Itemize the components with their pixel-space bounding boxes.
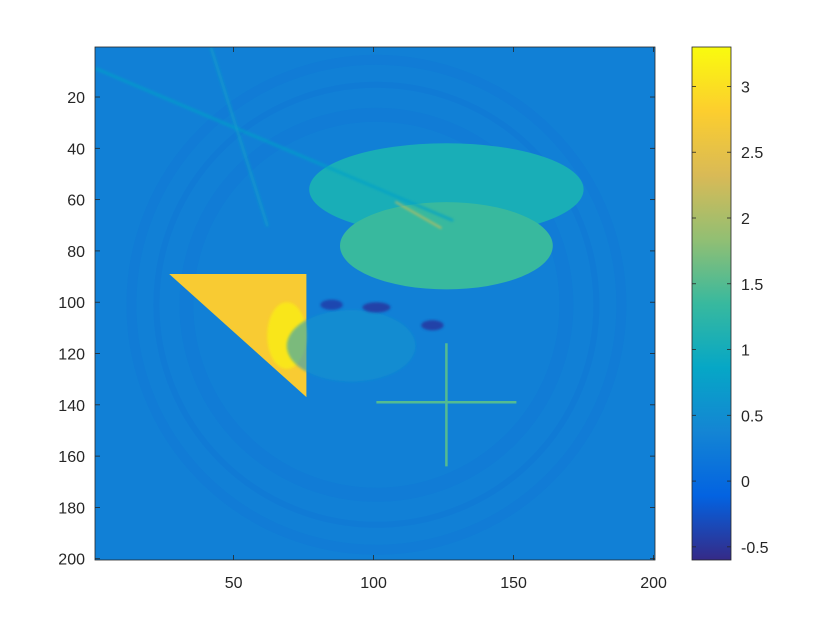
y-tick-label: 180 [58,500,85,517]
steep-streak [209,47,269,227]
y-tick-label: 80 [67,244,85,261]
x-axis: 50 100 150 200 [225,47,667,592]
upper-ellipse [309,143,584,236]
colorbar-tick-label: 2 [741,211,750,228]
y-tick-label: 100 [58,295,85,312]
colorbar-tick-label: 0 [741,474,750,491]
bright-streak [395,201,442,229]
y-tick-label: 20 [67,90,85,107]
colorbar-tick-label: 0.5 [741,408,763,425]
colorbar: -0.5 0 0.5 1 1.5 2 2.5 3 [691,46,769,561]
colorbar-tick-label: 1.5 [741,277,763,294]
dark-spot [421,320,444,331]
lower-ellipse [340,202,553,290]
heatmap-image [95,47,655,560]
plot-area-border [94,46,656,561]
colorbar-tick-label: 3 [741,79,750,96]
x-tick-label: 50 [225,575,243,592]
y-axis: 20 40 60 80 100 120 140 160 180 200 [58,90,655,569]
colorbar-tick-label: 1 [741,343,750,360]
x-tick-label: 150 [500,575,527,592]
triangle [169,274,307,398]
y-tick-label: 40 [67,141,85,158]
y-tick-label: 200 [58,552,85,569]
artifact-ring [126,54,627,555]
x-tick-label: 100 [360,575,387,592]
faint-lower-ellipse [286,309,416,382]
dark-spot [320,299,343,310]
y-tick-label: 140 [58,398,85,415]
artifact-ring [153,81,600,528]
y-tick-label: 160 [58,449,85,466]
y-tick-label: 60 [67,193,85,210]
diagonal-streak [95,67,454,222]
colorbar-tick-label: -0.5 [741,540,769,557]
artifact-ring [179,107,574,502]
colorbar-gradient [691,46,732,561]
x-tick-label: 200 [640,575,667,592]
y-tick-label: 120 [58,347,85,364]
dark-spot [362,302,391,313]
colorbar-tick-label: 2.5 [741,145,763,162]
